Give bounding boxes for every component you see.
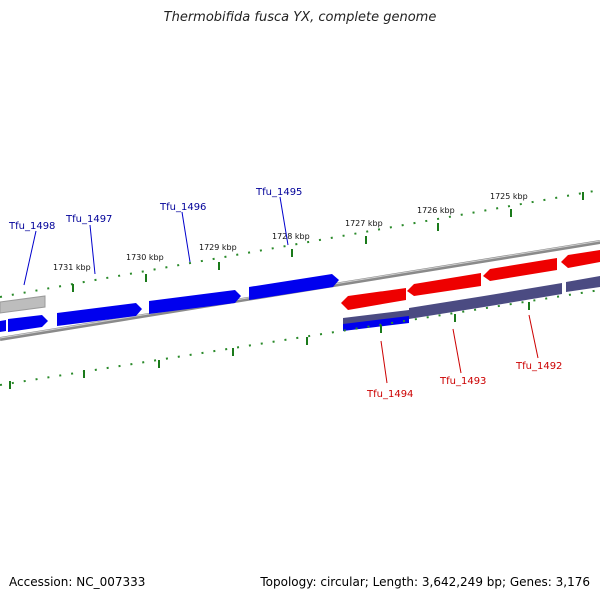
leader-tfu-1498 — [23, 230, 37, 286]
scale-label: 1731 kbp — [53, 263, 91, 272]
gene-arrow-tfu-1492[interactable] — [483, 258, 557, 281]
lower-tick-track — [0, 289, 600, 389]
forward-genes — [0, 274, 339, 332]
scale-label: 1725 kbp — [490, 192, 528, 201]
scale-label: 1730 kbp — [126, 253, 164, 262]
scale-labels: 1725 kbp 1726 kbp 1727 kbp 1728 kbp 1729… — [53, 192, 528, 272]
label-leaders — [23, 196, 539, 384]
scale-label: 1727 kbp — [345, 219, 383, 228]
gene-label-tfu-1495[interactable]: Tfu_1495 — [255, 187, 302, 198]
inner-genes — [343, 276, 600, 331]
gene-arrow-tfu-1493[interactable] — [407, 273, 481, 296]
gene-arrow-tfu-1494[interactable] — [341, 288, 406, 310]
topology-text: Topology: circular; Length: 3,642,249 bp… — [260, 575, 590, 589]
upper-tick-track — [0, 189, 600, 298]
gray-gene-fragment[interactable] — [0, 295, 46, 314]
leader-tfu-1497 — [89, 224, 96, 275]
scale-label: 1726 kbp — [417, 206, 455, 215]
inner-gene-bar[interactable] — [409, 296, 484, 319]
leader-tfu-1493 — [452, 328, 462, 374]
reverse-genes — [341, 250, 600, 310]
lower-dotted-line — [0, 289, 600, 386]
inner-gene-bar-blue[interactable] — [343, 316, 409, 331]
inner-gene-bar[interactable] — [484, 283, 562, 307]
inner-gene-bar[interactable] — [566, 276, 600, 292]
leader-tfu-1494 — [380, 340, 388, 384]
gene-labels: Tfu_1498 Tfu_1497 Tfu_1496 Tfu_1495 Tfu_… — [8, 187, 562, 400]
gene-label-tfu-1496[interactable]: Tfu_1496 — [159, 202, 206, 213]
gene-arrow-tfu-1498[interactable] — [8, 315, 48, 332]
gene-label-tfu-1493[interactable]: Tfu_1493 — [439, 376, 486, 387]
accession-text: Accession: NC_007333 — [9, 575, 146, 589]
map-title: Thermobifida fusca YX, complete genome — [163, 10, 437, 25]
scale-label: 1729 kbp — [199, 243, 237, 252]
leader-tfu-1496 — [181, 211, 191, 263]
gene-label-tfu-1497[interactable]: Tfu_1497 — [65, 214, 112, 225]
leader-tfu-1495 — [279, 196, 289, 246]
gene-label-tfu-1492[interactable]: Tfu_1492 — [515, 361, 562, 372]
gene-arrow-tfu-1495[interactable] — [249, 274, 339, 300]
gene-arrow-tfu-1496[interactable] — [149, 290, 241, 314]
gene-arrow-partial[interactable] — [0, 320, 6, 332]
scale-label: 1728 kbp — [272, 232, 310, 241]
leader-tfu-1492 — [528, 314, 539, 359]
gene-arrow-tfu-1497[interactable] — [57, 303, 142, 326]
gene-arrow-partial-red[interactable] — [561, 250, 600, 268]
gene-label-tfu-1498[interactable]: Tfu_1498 — [8, 221, 55, 232]
gene-label-tfu-1494[interactable]: Tfu_1494 — [366, 389, 413, 400]
